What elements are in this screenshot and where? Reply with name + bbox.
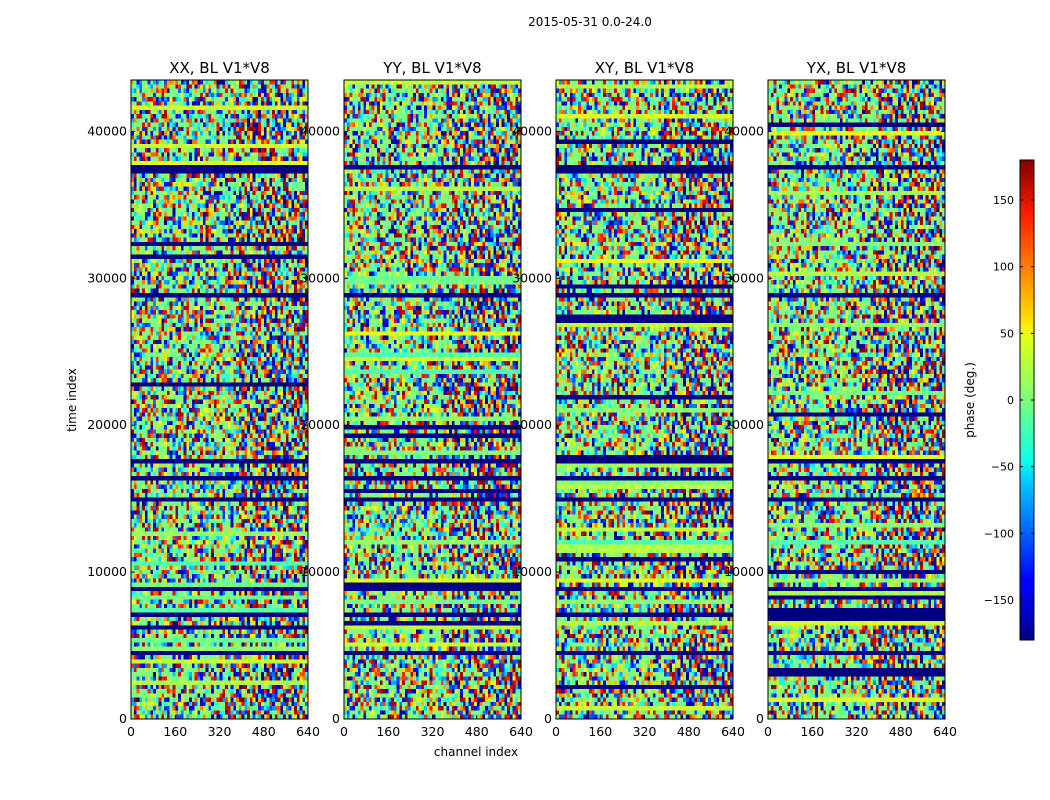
panel-3: XY, BL V1*V8 0 160 320 480 640 0 10000 20000 3000… (512, 59, 745, 739)
y-tick-label: 30000 (512, 270, 552, 285)
y-tick-label: 10000 (300, 564, 340, 579)
y-tick-label: 20000 (87, 417, 127, 432)
y-tick-label: 0 (332, 711, 340, 726)
y-axis-label: time index (65, 368, 79, 432)
x-tick-label: 640 (296, 724, 320, 739)
y-tick-label: 20000 (724, 417, 764, 432)
panel-title: YX, BL V1*V8 (806, 59, 907, 77)
y-tick-label: 40000 (724, 123, 764, 138)
x-tick-label: 320 (421, 724, 445, 739)
y-tick-label: 40000 (87, 123, 127, 138)
y-tick-label: 10000 (87, 564, 127, 579)
heatmap-image (556, 80, 733, 719)
panel-title: YY, BL V1*V8 (382, 59, 481, 77)
x-axis-label: channel index (434, 745, 518, 759)
y-tick-label: 30000 (300, 270, 340, 285)
colorbar-tick-label: −150 (984, 594, 1014, 607)
x-tick-label: 640 (721, 724, 745, 739)
colorbar-tick-label: 150 (993, 194, 1014, 207)
y-tick-label: 0 (544, 711, 552, 726)
colorbar-tick-label: −50 (991, 461, 1014, 474)
y-tick-label: 0 (119, 711, 127, 726)
x-tick-label: 160 (376, 724, 400, 739)
colorbar-tick-label: −100 (984, 527, 1014, 540)
x-tick-label: 320 (633, 724, 657, 739)
x-tick-label: 0 (340, 724, 348, 739)
y-tick-label: 10000 (512, 564, 552, 579)
x-tick-label: 160 (163, 724, 187, 739)
heatmap-image (131, 80, 308, 719)
colorbar-ticks: 150 100 50 0 −50 −100 −150 (984, 194, 1034, 607)
y-tick-label: 30000 (87, 270, 127, 285)
panel-title: XY, BL V1*V8 (595, 59, 695, 77)
x-tick-label: 640 (933, 724, 957, 739)
x-tick-label: 480 (465, 724, 489, 739)
heatmap-panels: XX, BL V1*V8 0 160 320 480 640 0 10000 20000 3000… (87, 59, 957, 739)
x-tick-label: 320 (845, 724, 869, 739)
colorbar: 150 100 50 0 −50 −100 −150 phase (deg.) (963, 159, 1035, 641)
x-tick-label: 0 (764, 724, 772, 739)
y-tick-label: 20000 (300, 417, 340, 432)
x-tick-label: 0 (127, 724, 135, 739)
heatmap-image (768, 80, 945, 719)
x-tick-label: 480 (677, 724, 701, 739)
panel-4: YX, BL V1*V8 0 160 320 480 640 0 10000 20000 3000… (724, 59, 957, 739)
heatmap-image (344, 80, 521, 719)
y-tick-label: 10000 (724, 564, 764, 579)
x-tick-label: 160 (800, 724, 824, 739)
y-tick-label: 40000 (300, 123, 340, 138)
panel-2: YY, BL V1*V8 0 160 320 480 640 0 10000 20000 3000… (300, 59, 533, 739)
x-tick-label: 640 (509, 724, 533, 739)
colorbar-tick-label: 100 (993, 261, 1014, 274)
x-tick-label: 160 (588, 724, 612, 739)
x-tick-label: 480 (252, 724, 276, 739)
y-tick-label: 30000 (724, 270, 764, 285)
panel-title: XX, BL V1*V8 (169, 59, 270, 77)
y-tick-label: 0 (756, 711, 764, 726)
colorbar-tick-label: 0 (1007, 394, 1014, 407)
y-tick-label: 40000 (512, 123, 552, 138)
panel-1: XX, BL V1*V8 0 160 320 480 640 0 10000 20000 3000… (87, 59, 320, 739)
x-tick-label: 0 (552, 724, 560, 739)
x-tick-label: 320 (208, 724, 232, 739)
x-tick-label: 480 (889, 724, 913, 739)
y-tick-label: 20000 (512, 417, 552, 432)
colorbar-tick-label: 50 (1000, 327, 1014, 340)
figure-title: 2015-05-31 0.0-24.0 (528, 15, 652, 29)
colorbar-label: phase (deg.) (963, 362, 977, 438)
